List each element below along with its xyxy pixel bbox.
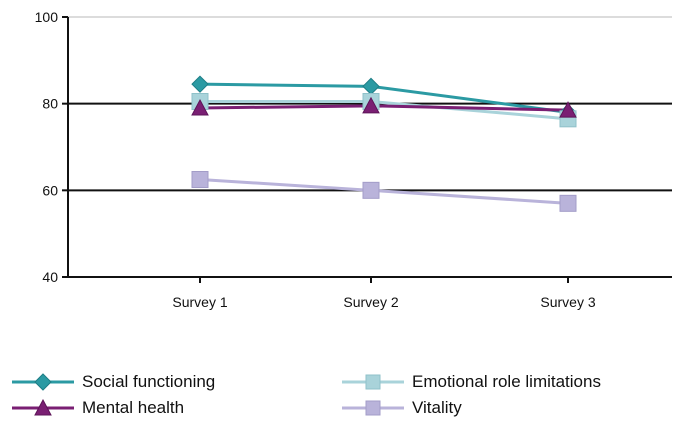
data-point-2-2 xyxy=(559,101,577,118)
data-point-2-1 xyxy=(362,96,380,114)
series-line-3 xyxy=(198,178,570,205)
data-point-3-2 xyxy=(559,194,577,212)
y-tick-label: 40 xyxy=(42,269,58,285)
legend-label-vitality: Vitality xyxy=(412,398,462,417)
legend-swatch-vitality xyxy=(342,400,404,416)
x-tick-label: Survey 1 xyxy=(172,294,227,310)
data-point-2-0 xyxy=(191,98,209,116)
x-tick-label: Survey 2 xyxy=(343,294,398,310)
legend-item-vitality: Vitality xyxy=(340,398,462,418)
legend-label-social-functioning: Social functioning xyxy=(82,372,216,391)
legend-swatch-emotional-role-limitations xyxy=(342,374,404,390)
data-point-3-0 xyxy=(191,171,209,188)
y-tick-label: 60 xyxy=(42,182,58,198)
legend-item-emotional-role-limitations: Emotional role limitations xyxy=(340,372,601,392)
legend-label-emotional-role-limitations: Emotional role limitations xyxy=(412,372,601,391)
legend-swatch-mental-health xyxy=(12,399,74,416)
line-chart: 40 60 80 100 Survey 1 Survey 2 Survey 3 xyxy=(35,9,672,310)
legend-item-mental-health: Mental health xyxy=(10,398,184,418)
y-tick-label: 80 xyxy=(42,96,58,112)
legend-item-social-functioning: Social functioning xyxy=(10,372,215,392)
y-tick-label: 100 xyxy=(35,9,59,25)
legend-swatch-social-functioning xyxy=(12,373,74,391)
legend-label-mental-health: Mental health xyxy=(82,398,185,417)
legend: Social functioning Emotional role limita… xyxy=(0,368,683,425)
data-point-0-1 xyxy=(362,77,380,96)
data-point-3-1 xyxy=(362,181,380,199)
x-tick-label: Survey 3 xyxy=(540,294,595,310)
data-point-0-0 xyxy=(191,75,209,93)
